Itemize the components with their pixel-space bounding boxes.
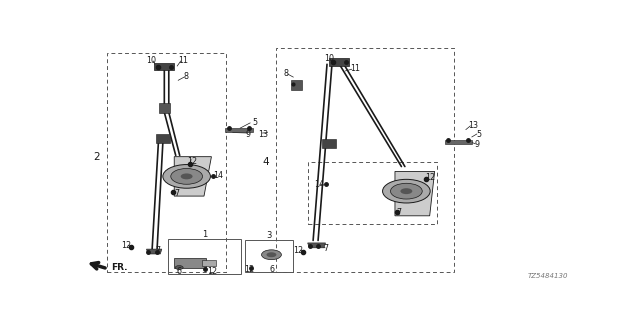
Text: 12: 12: [293, 246, 303, 255]
Text: 3: 3: [266, 231, 271, 240]
Circle shape: [401, 188, 412, 194]
Text: 6: 6: [177, 267, 182, 276]
Text: 8: 8: [284, 69, 289, 78]
Text: 9: 9: [474, 140, 479, 149]
Circle shape: [171, 169, 202, 184]
Bar: [322, 139, 336, 148]
Bar: [159, 103, 170, 113]
Bar: [445, 140, 472, 144]
Text: 7: 7: [174, 189, 179, 198]
Text: 14: 14: [315, 180, 324, 189]
Text: 12: 12: [207, 267, 217, 276]
Circle shape: [266, 252, 276, 257]
Polygon shape: [174, 157, 211, 196]
Bar: [225, 128, 253, 132]
Text: 7: 7: [323, 244, 328, 253]
Text: 5: 5: [477, 131, 482, 140]
Text: 12: 12: [244, 265, 255, 274]
Bar: [244, 240, 293, 272]
Text: 11: 11: [178, 56, 188, 65]
Polygon shape: [395, 172, 435, 216]
Text: 9: 9: [245, 130, 250, 139]
Text: 12: 12: [188, 156, 198, 166]
Bar: [174, 258, 207, 268]
Bar: [308, 162, 437, 224]
Text: 10: 10: [324, 54, 335, 63]
Bar: [202, 260, 216, 266]
Text: 1: 1: [202, 230, 207, 239]
Polygon shape: [147, 249, 162, 254]
Text: FR.: FR.: [111, 263, 128, 272]
Text: 13: 13: [468, 121, 478, 130]
Circle shape: [163, 164, 211, 188]
Text: 12: 12: [122, 241, 132, 250]
Bar: [276, 48, 454, 273]
Text: 10: 10: [146, 56, 156, 65]
Text: 6: 6: [269, 265, 275, 274]
Text: 7: 7: [396, 208, 401, 217]
Text: 4: 4: [262, 156, 269, 167]
Circle shape: [180, 173, 193, 179]
Circle shape: [175, 266, 183, 269]
Text: 5: 5: [252, 118, 257, 127]
Text: 14: 14: [213, 171, 223, 180]
Bar: [156, 134, 170, 143]
Text: TZ5484130: TZ5484130: [528, 273, 568, 279]
Text: 13: 13: [259, 130, 269, 139]
Text: 11: 11: [350, 64, 360, 73]
Bar: [108, 53, 227, 273]
Polygon shape: [154, 63, 174, 70]
Circle shape: [262, 250, 282, 260]
Text: 8: 8: [184, 72, 189, 81]
Polygon shape: [308, 243, 326, 248]
Polygon shape: [330, 58, 349, 66]
Bar: [291, 80, 301, 90]
Circle shape: [383, 179, 430, 203]
Circle shape: [390, 183, 422, 199]
Text: 12: 12: [425, 172, 435, 182]
Text: 2: 2: [93, 152, 100, 162]
Bar: [168, 239, 241, 274]
Text: 7: 7: [156, 246, 161, 255]
